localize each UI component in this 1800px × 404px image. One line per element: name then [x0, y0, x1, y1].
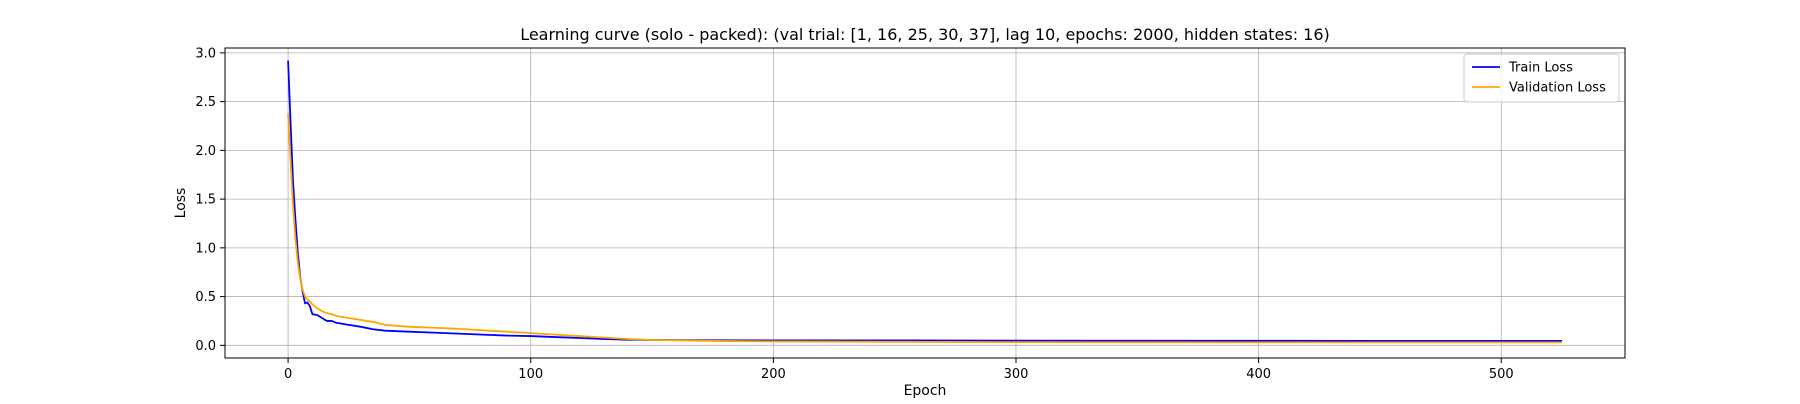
- y-tick-label: 0.0: [195, 339, 216, 354]
- y-tick-label: 1.5: [195, 193, 216, 208]
- x-tick-label: 0: [284, 367, 292, 382]
- validation-loss-series-line: [287, 113, 1562, 344]
- y-tick-label: 3.0: [195, 46, 216, 61]
- legend-validation-loss-label: Validation Loss: [1509, 81, 1606, 96]
- x-tick-label: 500: [1489, 367, 1514, 382]
- train-loss-series-line: [287, 60, 1562, 342]
- grid: [225, 48, 1625, 358]
- ticks: 0 100 200 300 400 500 0.0 0.5 1.0 1.5 2.0 2.5 3.0: [195, 46, 1513, 382]
- x-tick-label: 400: [1246, 367, 1271, 382]
- y-tick-label: 2.5: [195, 95, 216, 110]
- x-tick-label: 300: [1004, 367, 1029, 382]
- y-tick-label: 0.5: [195, 290, 216, 305]
- y-axis-label: Loss: [173, 188, 189, 219]
- legend-box: [1463, 53, 1620, 103]
- legend: Train Loss Validation Loss: [1463, 53, 1620, 103]
- series-layer: [287, 60, 1562, 344]
- x-tick-label: 200: [761, 367, 786, 382]
- plot-frame: [224, 47, 1626, 359]
- x-axis-label: Epoch: [904, 383, 947, 399]
- x-tick-label: 100: [518, 367, 543, 382]
- chart-title: Learning curve (solo - packed): (val tri…: [520, 25, 1330, 44]
- y-tick-label: 1.0: [195, 241, 216, 256]
- legend-train-loss-label: Train Loss: [1508, 61, 1573, 76]
- y-tick-label: 2.0: [195, 144, 216, 159]
